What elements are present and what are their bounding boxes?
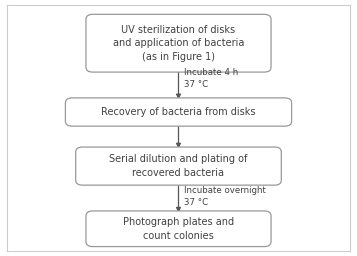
FancyBboxPatch shape (86, 14, 271, 72)
Text: Recovery of bacteria from disks: Recovery of bacteria from disks (101, 107, 256, 117)
Text: Incubate overnight
37 °C: Incubate overnight 37 °C (183, 186, 266, 207)
FancyBboxPatch shape (76, 147, 281, 185)
Text: Incubate 4 h
37 °C: Incubate 4 h 37 °C (183, 68, 238, 89)
Text: UV sterilization of disks
and application of bacteria
(as in Figure 1): UV sterilization of disks and applicatio… (113, 25, 244, 62)
Text: Serial dilution and plating of
recovered bacteria: Serial dilution and plating of recovered… (109, 154, 248, 178)
FancyBboxPatch shape (65, 98, 292, 126)
FancyBboxPatch shape (86, 211, 271, 247)
Text: Photograph plates and
count colonies: Photograph plates and count colonies (123, 217, 234, 241)
